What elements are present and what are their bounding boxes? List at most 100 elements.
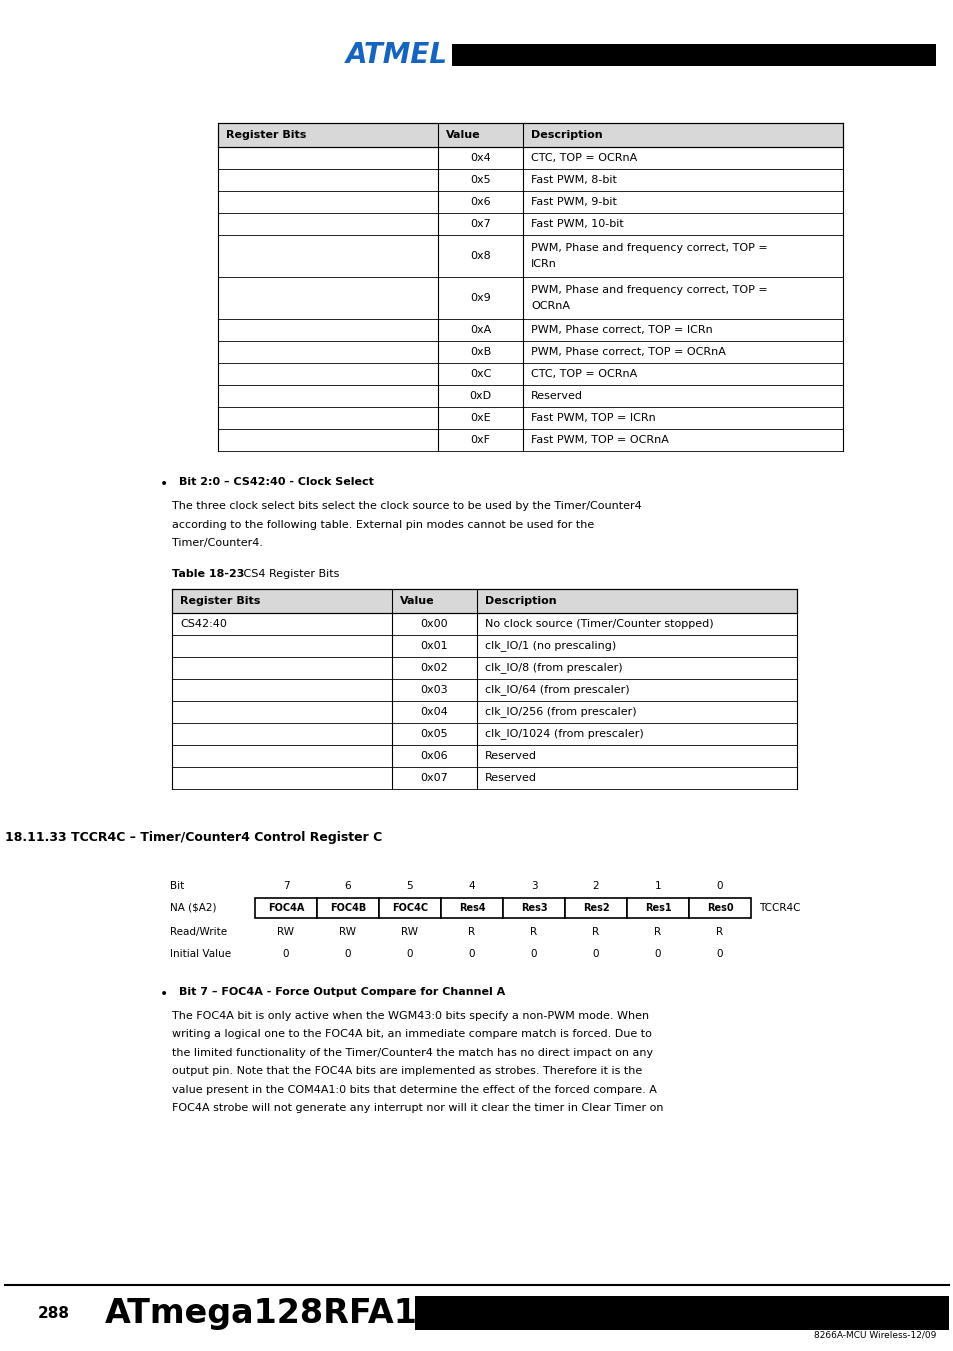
Text: Bit 7 – FOC4A - Force Output Compare for Channel A: Bit 7 – FOC4A - Force Output Compare for… [179, 986, 505, 997]
Text: Res4: Res4 [458, 902, 485, 912]
Text: 0xC: 0xC [469, 369, 491, 380]
Text: writing a logical one to the FOC4A bit, an immediate compare match is forced. Du: writing a logical one to the FOC4A bit, … [172, 1029, 651, 1039]
Text: R: R [716, 927, 722, 936]
Text: 0x02: 0x02 [420, 662, 448, 673]
Text: Value: Value [399, 596, 435, 605]
Bar [218, 430, 842, 451]
Text: 6: 6 [344, 881, 351, 890]
Bar [172, 589, 796, 612]
Bar [440, 897, 502, 917]
Bar [378, 897, 440, 917]
Text: TCCR4C: TCCR4C [759, 902, 800, 912]
Text: 0xD: 0xD [469, 390, 491, 401]
Text: 0: 0 [344, 948, 351, 958]
Text: FOC4B: FOC4B [330, 902, 366, 912]
Text: value present in the COM4A1:0 bits that determine the effect of the forced compa: value present in the COM4A1:0 bits that … [172, 1085, 657, 1094]
Text: 0x8: 0x8 [470, 251, 491, 261]
Text: clk_IO/1 (no prescaling): clk_IO/1 (no prescaling) [484, 640, 616, 651]
Text: 0: 0 [282, 948, 289, 958]
Bar [172, 701, 796, 723]
Text: No clock source (Timer/Counter stopped): No clock source (Timer/Counter stopped) [484, 619, 713, 628]
Text: RW: RW [401, 927, 418, 936]
Text: The three clock select bits select the clock source to be used by the Timer/Coun: The three clock select bits select the c… [172, 501, 641, 511]
Bar [688, 897, 750, 917]
Text: 0x07: 0x07 [420, 773, 448, 782]
Text: 0: 0 [530, 948, 537, 958]
Text: Fast PWM, 8-bit: Fast PWM, 8-bit [531, 176, 617, 185]
Text: 1: 1 [654, 881, 660, 890]
Text: 0x03: 0x03 [420, 685, 448, 694]
Bar [218, 407, 842, 430]
Text: Res1: Res1 [644, 902, 671, 912]
Text: ICRn: ICRn [531, 259, 557, 269]
Text: 0xF: 0xF [470, 435, 490, 444]
Text: 0x5: 0x5 [470, 176, 490, 185]
Text: Register Bits: Register Bits [226, 130, 306, 141]
Text: CTC, TOP = OCRnA: CTC, TOP = OCRnA [531, 369, 637, 380]
Text: 0x06: 0x06 [420, 751, 448, 761]
Text: CTC, TOP = OCRnA: CTC, TOP = OCRnA [531, 153, 637, 163]
Text: 288: 288 [38, 1305, 70, 1320]
Text: Timer/Counter4.: Timer/Counter4. [172, 538, 263, 549]
Text: 0x7: 0x7 [470, 219, 491, 230]
Text: 0: 0 [716, 948, 722, 958]
Text: •: • [160, 986, 168, 1001]
Bar [218, 340, 842, 363]
Text: 0: 0 [592, 948, 598, 958]
Text: 0xE: 0xE [470, 413, 490, 423]
Text: R: R [654, 927, 660, 936]
Bar [172, 744, 796, 766]
Text: Res3: Res3 [520, 902, 547, 912]
Text: Value: Value [446, 130, 480, 141]
Bar [172, 678, 796, 701]
Text: 0x4: 0x4 [470, 153, 491, 163]
Bar [626, 897, 688, 917]
Text: FOC4C: FOC4C [392, 902, 428, 912]
Text: 0x9: 0x9 [470, 293, 491, 303]
Bar [564, 897, 626, 917]
Bar [218, 363, 842, 385]
Bar [218, 235, 842, 277]
Text: PWM, Phase correct, TOP = OCRnA: PWM, Phase correct, TOP = OCRnA [531, 347, 725, 357]
Bar [218, 385, 842, 407]
Text: PWM, Phase and frequency correct, TOP =: PWM, Phase and frequency correct, TOP = [531, 243, 767, 253]
Bar [452, 45, 935, 66]
Bar [316, 897, 378, 917]
Text: Register Bits: Register Bits [180, 596, 260, 605]
Bar [218, 277, 842, 319]
Text: Res2: Res2 [582, 902, 609, 912]
Text: 0: 0 [716, 881, 722, 890]
Text: RW: RW [339, 927, 356, 936]
Text: Fast PWM, TOP = OCRnA: Fast PWM, TOP = OCRnA [531, 435, 668, 444]
Bar [218, 123, 842, 147]
Bar [172, 635, 796, 657]
Text: R: R [468, 927, 475, 936]
Text: FOC4A strobe will not generate any interrupt nor will it clear the timer in Clea: FOC4A strobe will not generate any inter… [172, 1102, 662, 1113]
Text: Fast PWM, 9-bit: Fast PWM, 9-bit [531, 197, 617, 207]
Text: Bit: Bit [170, 881, 184, 890]
Text: 0x04: 0x04 [420, 707, 448, 716]
Text: ATMEL: ATMEL [346, 41, 448, 69]
Text: CS4 Register Bits: CS4 Register Bits [240, 569, 339, 578]
Text: •: • [160, 477, 168, 490]
Text: Description: Description [531, 130, 602, 141]
Text: 0: 0 [654, 948, 660, 958]
Text: clk_IO/8 (from prescaler): clk_IO/8 (from prescaler) [484, 662, 622, 673]
Text: Initial Value: Initial Value [170, 948, 231, 958]
Text: Reserved: Reserved [484, 751, 537, 761]
Bar [172, 612, 796, 635]
Text: clk_IO/1024 (from prescaler): clk_IO/1024 (from prescaler) [484, 728, 643, 739]
Bar [415, 1296, 948, 1329]
Text: Reserved: Reserved [531, 390, 582, 401]
Text: 0: 0 [406, 948, 413, 958]
Text: 0x01: 0x01 [420, 640, 448, 650]
Text: output pin. Note that the FOC4A bits are implemented as strobes. Therefore it is: output pin. Note that the FOC4A bits are… [172, 1066, 641, 1075]
Bar [172, 657, 796, 678]
Text: 3: 3 [530, 881, 537, 890]
Bar [172, 723, 796, 744]
Text: 7: 7 [282, 881, 289, 890]
Text: OCRnA: OCRnA [531, 301, 569, 311]
Text: according to the following table. External pin modes cannot be used for the: according to the following table. Extern… [172, 520, 594, 530]
Text: R: R [530, 927, 537, 936]
Text: clk_IO/256 (from prescaler): clk_IO/256 (from prescaler) [484, 707, 636, 717]
